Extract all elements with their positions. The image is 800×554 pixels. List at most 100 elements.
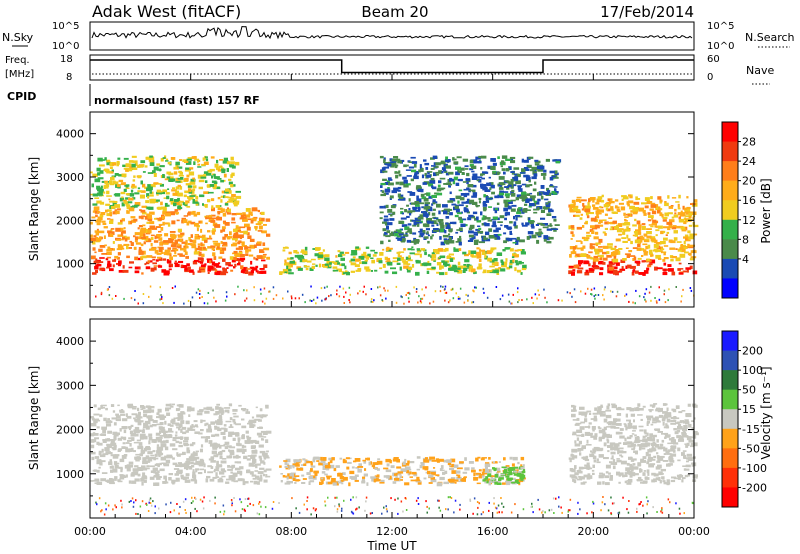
power-cell [181, 241, 187, 244]
power-cell [439, 177, 446, 180]
power-cell [675, 201, 680, 203]
power-cell [521, 192, 527, 195]
power-cell [210, 198, 215, 202]
velocity-cell [648, 464, 654, 468]
power-cell [145, 235, 149, 240]
velocity-cell [193, 475, 196, 480]
power-scatter [362, 290, 364, 293]
velocity-cell [630, 413, 635, 417]
power-cell [688, 212, 693, 217]
power-cell [160, 158, 164, 162]
power-cell [170, 233, 176, 238]
power-cell [436, 262, 442, 266]
power-cell [421, 196, 427, 200]
velocity-cell [618, 431, 623, 435]
velocity-cell [244, 481, 249, 484]
velocity-cell [624, 437, 627, 442]
power-cell [124, 184, 130, 187]
power-cell [365, 256, 370, 260]
power-cell [510, 208, 516, 212]
velocity-cell [679, 420, 685, 422]
power-cell [261, 230, 267, 234]
power-cell [659, 241, 666, 245]
power-cell [411, 161, 418, 164]
power-scatter [593, 287, 596, 290]
power-cell [670, 205, 674, 207]
power-cell [660, 250, 663, 254]
velocity-cell [573, 406, 576, 411]
velocity-cell [645, 444, 649, 447]
power-cell [224, 196, 229, 198]
power-scatter [455, 292, 457, 295]
power-cell [510, 237, 516, 240]
power-cell [517, 185, 522, 187]
power-cell [473, 241, 479, 245]
power-cell [146, 255, 153, 258]
power-cell [260, 255, 266, 258]
velocity-cell [191, 425, 196, 428]
power-cell [311, 265, 315, 269]
velocity-cell [247, 441, 254, 444]
velocity-cell [156, 423, 162, 426]
power-cell [170, 244, 177, 248]
power-scatter [656, 301, 658, 304]
power-cell [191, 156, 197, 160]
power-cell [660, 208, 663, 211]
power-cell [643, 212, 647, 216]
power-cell [317, 254, 324, 258]
power-cell [201, 257, 204, 262]
velocity-cell [603, 418, 608, 423]
velocity-cell [215, 443, 221, 448]
velocity-cell [286, 476, 289, 480]
velocity-cell [111, 446, 117, 449]
power-cell [248, 211, 253, 216]
power-cell [214, 242, 221, 247]
power-cell [120, 191, 126, 195]
velocity-cell [131, 406, 137, 408]
velocity-cell [647, 417, 652, 421]
velocity-cell [215, 411, 220, 415]
velocity-cell [98, 466, 101, 469]
power-cell [162, 211, 166, 215]
power-cell [545, 158, 550, 162]
velocity-cell [386, 475, 390, 479]
power-cell [99, 201, 105, 205]
velocity-cell [392, 481, 397, 484]
power-cell [168, 178, 174, 182]
power-cell [146, 221, 152, 224]
velocity-cell [447, 461, 452, 466]
power-scatter [130, 297, 133, 300]
power-cell [419, 253, 422, 258]
power-cell [615, 262, 620, 266]
power-cell [639, 235, 643, 240]
velocity-cell [482, 468, 486, 472]
power-cell [540, 217, 546, 220]
power-cell [435, 162, 441, 166]
power-cell [655, 234, 658, 237]
velocity-cell [190, 455, 195, 459]
power-cell [555, 191, 559, 194]
power-cell [424, 172, 427, 176]
power-cell [386, 225, 389, 230]
power-cell [478, 263, 482, 267]
velocity-cell [217, 421, 223, 424]
velocity-cell [684, 443, 687, 445]
velocity-cell [194, 480, 198, 484]
velocity-cell [439, 476, 445, 481]
velocity-cell [325, 465, 331, 469]
velocity-cell [410, 479, 417, 482]
power-cell [141, 205, 147, 208]
power-cell [167, 247, 171, 250]
power-cell [207, 272, 210, 274]
power-cell [91, 216, 96, 219]
velocity-cell [500, 473, 505, 476]
velocity-cell [110, 454, 116, 457]
power-cell [187, 196, 192, 199]
power-cell [626, 226, 629, 229]
power-cell [399, 195, 403, 198]
power-cell [419, 214, 424, 218]
power-cell [286, 265, 289, 270]
power-cell [649, 208, 654, 211]
power-scatter [634, 302, 636, 305]
velocity-cell [634, 473, 639, 476]
